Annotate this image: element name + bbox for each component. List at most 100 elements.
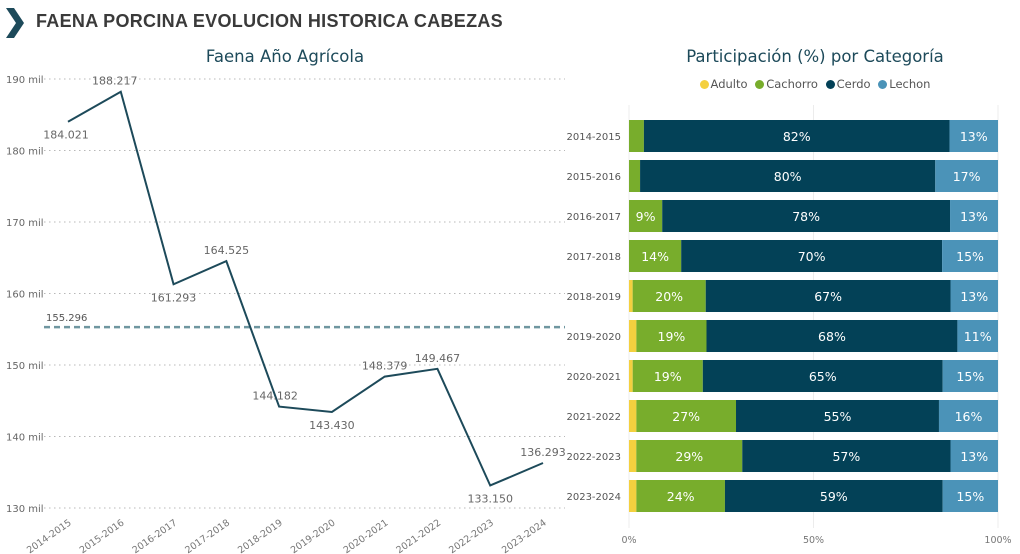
y-tick-label: 170 mil [6,218,44,229]
x-tick-label: 100% [984,535,1011,546]
bar-segment-lechon [935,160,998,192]
y-category-label: 2017-2018 [566,252,621,263]
bar-segment-cerdo [643,120,950,152]
bar-segment-adulto [629,480,637,512]
legend-label: Lechon [889,77,931,91]
bar-segment-cachorro [632,360,703,392]
bar-data-label: 80% [774,169,802,184]
data-label: 143.430 [309,419,355,432]
bar-chart-title: Participación (%) por Categoría [686,47,944,66]
bar-segment-adulto [629,320,637,352]
x-tick-label: 2019-2020 [289,517,338,554]
bar-segment-cachorro [636,400,737,432]
y-tick-label: 150 mil [6,361,44,372]
legend-dot-lechon [878,79,888,89]
bar-segment-lechon [942,360,998,392]
bar-data-label: 55% [824,409,852,424]
chevron-right-icon [6,8,24,38]
bar-data-label: 15% [956,249,984,264]
bar-data-label: 19% [654,369,682,384]
bar-segment-lechon [950,440,998,472]
x-tick-label: 50% [803,535,824,546]
y-category-label: 2021-2022 [566,412,621,423]
bar-segment-cerdo [736,400,939,432]
x-tick-label: 2015-2016 [78,517,127,554]
page-title: FAENA PORCINA EVOLUCION HISTORICA CABEZA… [36,11,503,31]
bar-segment-cachorro [636,440,743,472]
y-tick-label: 160 mil [6,290,44,301]
bar-segment-lechon [957,320,998,352]
legend-item-cachorro[interactable]: Cachorro [755,77,818,91]
y-category-label: 2018-2019 [566,292,621,303]
legend-label: Cachorro [766,77,818,91]
y-category-label: 2023-2024 [566,492,621,503]
bar-segment-cachorro [632,280,706,312]
bar-data-label: 59% [820,489,848,504]
bar-data-label: 68% [818,329,846,344]
y-category-label: 2015-2016 [566,172,621,183]
bar-data-label: 14% [641,249,669,264]
report-header: FAENA PORCINA EVOLUCION HISTORICA CABEZA… [0,0,1020,44]
bar-segment-lechon [950,200,998,232]
y-category-label: 2019-2020 [566,332,621,343]
data-label: 188.217 [92,75,138,88]
bar-data-label: 27% [672,409,700,424]
bar-segment-cerdo [742,440,951,472]
data-label: 144.182 [252,390,298,403]
data-label: 161.293 [151,291,197,304]
bar-segment-cerdo [705,280,951,312]
bar-data-label: 15% [956,489,984,504]
bar-segment-cerdo [681,240,943,272]
data-label: 133.150 [467,492,513,505]
x-tick-label: 2020-2021 [342,517,391,554]
bar-data-label: 19% [658,329,686,344]
x-tick-label: 2023-2024 [500,517,549,554]
data-line [67,90,544,487]
bar-segment-adulto [629,360,633,392]
y-tick-label: 140 mil [6,433,44,444]
legend-item-cerdo[interactable]: Cerdo [825,77,871,91]
legend-label: Adulto [710,77,748,91]
legend-item-lechon[interactable]: Lechon [878,77,930,91]
data-label: 184.021 [43,129,89,142]
bar-data-label: 57% [832,449,860,464]
bar-segment-lechon [950,280,998,312]
x-tick-label: 2016-2017 [131,517,180,554]
bar-segment-cachorro [629,240,682,272]
bar-data-label: 29% [675,449,703,464]
x-tick-label: 2018-2019 [236,517,285,554]
y-category-label: 2016-2017 [566,212,621,223]
bar-segment-cerdo [640,160,936,192]
bar-segment-cachorro [629,160,641,192]
y-category-label: 2014-2015 [566,132,621,143]
bar-data-label: 17% [953,169,981,184]
bar-segment-adulto [629,440,637,472]
data-label: 148.379 [362,360,408,373]
legend-dot-adulto [699,79,709,89]
bar-segment-adulto [629,400,637,432]
data-label: 149.467 [415,352,461,365]
bar-segment-cerdo [662,200,951,232]
bar-data-label: 13% [960,449,988,464]
bar-segment-lechon [942,480,998,512]
y-tick-label: 190 mil [6,75,44,86]
bar-data-label: 78% [792,209,820,224]
bar-data-label: 13% [960,289,988,304]
data-label: 164.525 [204,244,250,257]
bar-data-label: 20% [655,289,683,304]
legend-dot-cerdo [825,79,835,89]
bar-segment-adulto [629,280,633,312]
bar-segment-lechon [938,400,998,432]
bar-data-label: 67% [814,289,842,304]
y-category-label: 2022-2023 [566,452,621,463]
bar-chart-legend: Adulto Cachorro Cerdo Lechon [610,77,1020,91]
bar-segment-cerdo [702,360,943,392]
average-label: 155.296 [46,313,87,324]
x-tick-label: 0% [621,535,636,546]
bar-data-label: 24% [667,489,695,504]
legend-label: Cerdo [836,77,871,91]
y-tick-label: 180 mil [6,147,44,158]
bar-segment-cachorro [636,320,707,352]
bar-segment-cachorro [636,480,725,512]
legend-item-adulto[interactable]: Adulto [699,77,748,91]
